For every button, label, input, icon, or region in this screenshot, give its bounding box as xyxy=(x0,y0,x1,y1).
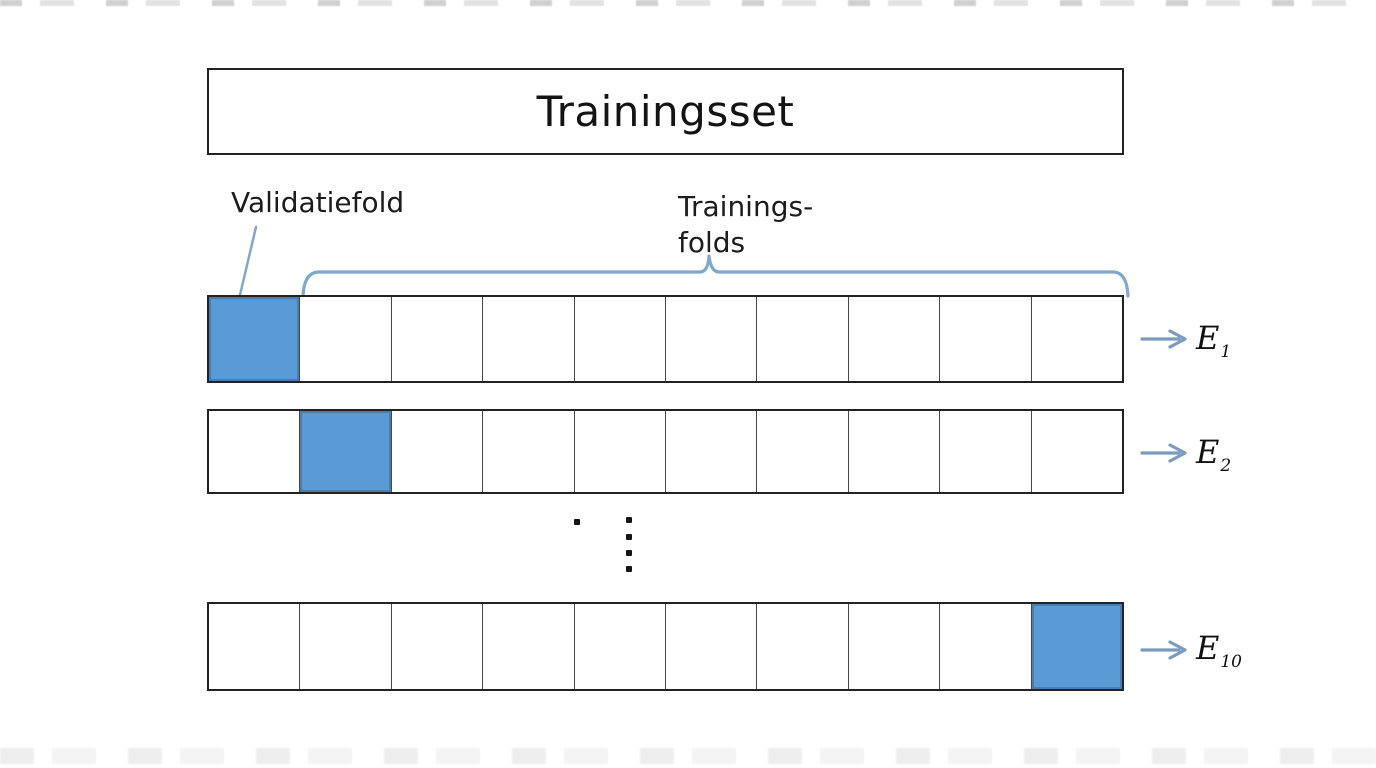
training-fold-cell xyxy=(756,411,847,492)
ellipsis-dot xyxy=(626,534,632,540)
result-label-e10: E10 xyxy=(1196,629,1242,672)
training-fold-cell xyxy=(939,297,1030,381)
training-fold-cell xyxy=(847,604,939,689)
training-folds-label: Trainings- folds xyxy=(678,189,813,261)
training-fold-cell xyxy=(390,411,482,492)
training-fold-cell xyxy=(1030,297,1122,381)
training-fold-cell xyxy=(939,411,1030,492)
trainingsset-title: Trainingsset xyxy=(536,87,795,136)
training-fold-cell xyxy=(1030,411,1122,492)
result-subscript: 2 xyxy=(1220,456,1232,476)
training-fold-cell xyxy=(482,297,573,381)
training-fold-cell xyxy=(573,411,665,492)
validation-fold-label: Validatiefold xyxy=(231,186,405,219)
training-fold-cell xyxy=(299,604,390,689)
training-fold-cell xyxy=(756,604,847,689)
training-fold-cell xyxy=(482,604,573,689)
training-fold-cell xyxy=(665,411,756,492)
training-folds-label-line1: Trainings- xyxy=(678,190,814,223)
training-fold-cell xyxy=(390,604,482,689)
training-fold-cell xyxy=(756,297,847,381)
training-fold-cell xyxy=(847,411,939,492)
fold-row-10 xyxy=(207,602,1124,691)
arrow-e1 xyxy=(1140,329,1187,349)
ellipsis-dot xyxy=(626,550,632,556)
result-subscript: 10 xyxy=(1220,652,1242,672)
training-fold-cell xyxy=(573,297,665,381)
training-fold-cell xyxy=(665,297,756,381)
ellipsis-dot xyxy=(574,519,580,525)
validation-fold-cell xyxy=(209,297,300,381)
validation-fold-cell xyxy=(1030,604,1123,689)
top-edge-artifact xyxy=(0,0,1376,6)
training-fold-cell xyxy=(209,411,299,492)
training-fold-cell xyxy=(573,604,665,689)
validation-fold-cell xyxy=(299,411,391,492)
training-folds-brace xyxy=(301,254,1130,298)
ellipsis-dot xyxy=(626,566,632,572)
result-subscript: 1 xyxy=(1220,342,1232,362)
training-fold-cell xyxy=(482,411,573,492)
result-label-e2: E2 xyxy=(1196,433,1232,476)
fold-row-1 xyxy=(207,295,1124,383)
fold-row-2 xyxy=(207,409,1124,494)
result-label-e1: E1 xyxy=(1196,319,1232,362)
arrow-e10 xyxy=(1140,640,1187,660)
training-fold-cell xyxy=(209,604,299,689)
trainingsset-box: Trainingsset xyxy=(207,68,1124,155)
validation-leader-line xyxy=(238,225,258,297)
arrow-e2 xyxy=(1140,443,1187,463)
bottom-edge-artifact xyxy=(0,748,1376,764)
training-fold-cell xyxy=(299,297,390,381)
training-fold-cell xyxy=(390,297,482,381)
training-folds-label-line2: folds xyxy=(678,226,746,259)
ellipsis-dot xyxy=(626,517,632,523)
training-fold-cell xyxy=(939,604,1030,689)
training-fold-cell xyxy=(665,604,756,689)
training-fold-cell xyxy=(847,297,939,381)
